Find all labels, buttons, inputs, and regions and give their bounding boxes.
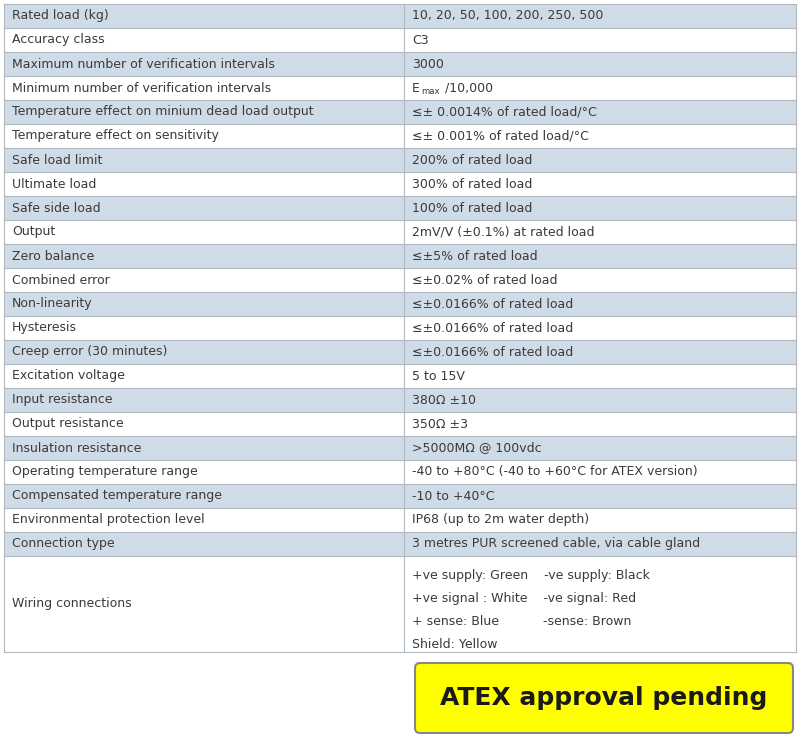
Text: Operating temperature range: Operating temperature range <box>12 465 198 479</box>
Bar <box>4 460 796 484</box>
Bar <box>4 76 796 100</box>
Text: 3000: 3000 <box>412 58 444 70</box>
Bar <box>4 364 796 388</box>
Text: Ultimate load: Ultimate load <box>12 178 96 190</box>
Bar <box>4 436 796 460</box>
Bar <box>4 292 796 316</box>
FancyBboxPatch shape <box>415 663 793 733</box>
Text: Shield: Yellow: Shield: Yellow <box>412 638 498 651</box>
Bar <box>4 196 796 220</box>
Text: Accuracy class: Accuracy class <box>12 33 105 47</box>
Bar <box>4 316 796 340</box>
Text: max: max <box>421 87 439 96</box>
Text: Maximum number of verification intervals: Maximum number of verification intervals <box>12 58 275 70</box>
Bar <box>4 100 796 124</box>
Text: ≤±0.0166% of rated load: ≤±0.0166% of rated load <box>412 345 574 359</box>
Text: ≤±0.0166% of rated load: ≤±0.0166% of rated load <box>412 297 574 310</box>
Bar <box>4 508 796 532</box>
Bar <box>4 340 796 364</box>
Text: Temperature effect on sensitivity: Temperature effect on sensitivity <box>12 130 219 142</box>
Bar <box>4 124 796 148</box>
Text: Input resistance: Input resistance <box>12 393 113 407</box>
Text: Output resistance: Output resistance <box>12 417 124 431</box>
Text: E: E <box>412 82 420 95</box>
Text: 200% of rated load: 200% of rated load <box>412 153 532 167</box>
Text: Wiring connections: Wiring connections <box>12 597 132 611</box>
Text: IP68 (up to 2m water depth): IP68 (up to 2m water depth) <box>412 514 589 527</box>
Text: ≤±0.0166% of rated load: ≤±0.0166% of rated load <box>412 322 574 334</box>
Text: Hysteresis: Hysteresis <box>12 322 77 334</box>
Bar <box>4 244 796 268</box>
Text: 380Ω ±10: 380Ω ±10 <box>412 393 476 407</box>
Text: Combined error: Combined error <box>12 273 110 287</box>
Text: Environmental protection level: Environmental protection level <box>12 514 205 527</box>
Text: Temperature effect on minium dead load output: Temperature effect on minium dead load o… <box>12 105 314 119</box>
Text: 350Ω ±3: 350Ω ±3 <box>412 417 468 431</box>
Bar <box>4 148 796 172</box>
Bar <box>4 4 796 28</box>
Bar <box>4 52 796 76</box>
Text: ≤±0.02% of rated load: ≤±0.02% of rated load <box>412 273 558 287</box>
Text: -40 to +80°C (-40 to +60°C for ATEX version): -40 to +80°C (-40 to +60°C for ATEX vers… <box>412 465 698 479</box>
Bar <box>4 412 796 436</box>
Bar <box>4 28 796 52</box>
Text: Compensated temperature range: Compensated temperature range <box>12 490 222 502</box>
Text: Insulation resistance: Insulation resistance <box>12 442 142 454</box>
Text: Minimum number of verification intervals: Minimum number of verification intervals <box>12 82 271 95</box>
Text: Excitation voltage: Excitation voltage <box>12 370 125 382</box>
Text: ATEX approval pending: ATEX approval pending <box>440 686 768 710</box>
Text: Safe load limit: Safe load limit <box>12 153 102 167</box>
Text: /10,000: /10,000 <box>445 82 493 95</box>
Text: ≤± 0.001% of rated load/°C: ≤± 0.001% of rated load/°C <box>412 130 589 142</box>
Text: Creep error (30 minutes): Creep error (30 minutes) <box>12 345 167 359</box>
Bar <box>4 268 796 292</box>
Bar <box>4 556 796 652</box>
Text: +ve signal : White    -ve signal: Red: +ve signal : White -ve signal: Red <box>412 592 636 605</box>
Bar <box>4 220 796 244</box>
Text: Connection type: Connection type <box>12 537 114 551</box>
Text: Zero balance: Zero balance <box>12 250 94 262</box>
Text: >5000MΩ @ 100vdc: >5000MΩ @ 100vdc <box>412 442 542 454</box>
Text: +ve supply: Green    -ve supply: Black: +ve supply: Green -ve supply: Black <box>412 569 650 582</box>
Text: 100% of rated load: 100% of rated load <box>412 202 532 214</box>
Text: Rated load (kg): Rated load (kg) <box>12 10 109 22</box>
Text: ≤± 0.0014% of rated load/°C: ≤± 0.0014% of rated load/°C <box>412 105 597 119</box>
Text: Safe side load: Safe side load <box>12 202 101 214</box>
Bar <box>4 484 796 508</box>
Text: 2mV/V (±0.1%) at rated load: 2mV/V (±0.1%) at rated load <box>412 225 594 239</box>
Text: 5 to 15V: 5 to 15V <box>412 370 465 382</box>
Text: 3 metres PUR screened cable, via cable gland: 3 metres PUR screened cable, via cable g… <box>412 537 700 551</box>
Text: C3: C3 <box>412 33 429 47</box>
Text: 10, 20, 50, 100, 200, 250, 500: 10, 20, 50, 100, 200, 250, 500 <box>412 10 603 22</box>
Text: -10 to +40°C: -10 to +40°C <box>412 490 494 502</box>
Text: 300% of rated load: 300% of rated load <box>412 178 532 190</box>
Bar <box>4 172 796 196</box>
Bar <box>4 532 796 556</box>
Text: Output: Output <box>12 225 55 239</box>
Text: + sense: Blue           -sense: Brown: + sense: Blue -sense: Brown <box>412 615 631 628</box>
Bar <box>4 388 796 412</box>
Text: Non-linearity: Non-linearity <box>12 297 93 310</box>
Text: ≤±5% of rated load: ≤±5% of rated load <box>412 250 538 262</box>
